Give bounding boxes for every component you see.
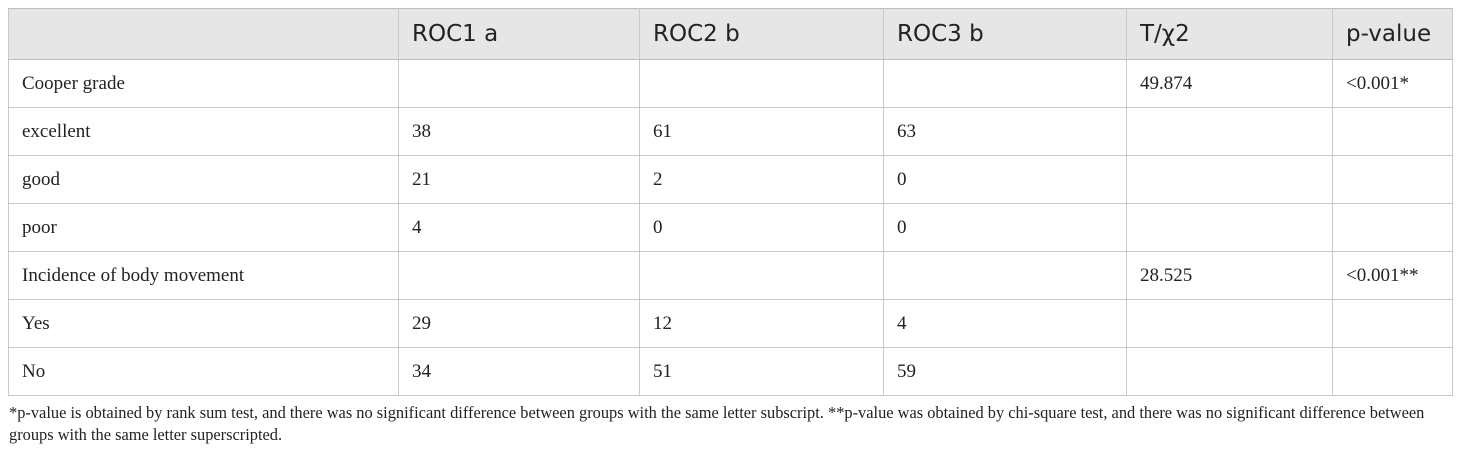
t-chi2-cell: [1126, 347, 1333, 396]
header-row-label: [8, 8, 399, 60]
t-chi2-cell: 28.525: [1126, 251, 1333, 300]
roc3-cell: 0: [883, 155, 1127, 204]
roc2-cell: 51: [639, 347, 884, 396]
header-roc3: ROC3 b: [883, 8, 1127, 60]
table-row: Cooper grade 49.874 <0.001*: [8, 59, 1453, 108]
p-value-cell: <0.001**: [1332, 251, 1453, 300]
row-label-cell: No: [8, 347, 399, 396]
roc1-cell: 34: [398, 347, 640, 396]
table-header-row: ROC1 a ROC2 b ROC3 b T/χ2 p-value: [8, 8, 1453, 60]
header-roc1: ROC1 a: [398, 8, 640, 60]
table-row: Incidence of body movement 28.525 <0.001…: [8, 251, 1453, 300]
row-label-cell: excellent: [8, 107, 399, 156]
table-row: excellent 38 61 63: [8, 107, 1453, 156]
table-row: Yes 29 12 4: [8, 299, 1453, 348]
roc2-cell: 12: [639, 299, 884, 348]
roc3-cell: 59: [883, 347, 1127, 396]
roc3-cell: 63: [883, 107, 1127, 156]
table-row: No 34 51 59: [8, 347, 1453, 396]
header-roc2: ROC2 b: [639, 8, 884, 60]
t-chi2-cell: 49.874: [1126, 59, 1333, 108]
t-chi2-cell: [1126, 299, 1333, 348]
table-footnote: *p-value is obtained by rank sum test, a…: [9, 403, 1425, 444]
t-chi2-cell: [1126, 155, 1333, 204]
roc3-cell: [883, 251, 1127, 300]
row-label-cell: Yes: [8, 299, 399, 348]
header-t-chi2: T/χ2: [1126, 8, 1333, 60]
row-label-cell: Incidence of body movement: [8, 251, 399, 300]
table-row: poor 4 0 0: [8, 203, 1453, 252]
row-label-cell: good: [8, 155, 399, 204]
t-chi2-cell: [1126, 107, 1333, 156]
roc2-cell: 2: [639, 155, 884, 204]
roc3-cell: 4: [883, 299, 1127, 348]
p-value-cell: [1332, 203, 1453, 252]
roc3-cell: [883, 59, 1127, 108]
p-value-cell: [1332, 347, 1453, 396]
results-table: ROC1 a ROC2 b ROC3 b T/χ2 p-value Cooper…: [8, 8, 1453, 396]
roc1-cell: 4: [398, 203, 640, 252]
roc3-cell: 0: [883, 203, 1127, 252]
table-row: good 21 2 0: [8, 155, 1453, 204]
roc2-cell: [639, 251, 884, 300]
header-p-value: p-value: [1332, 8, 1453, 60]
roc2-cell: 61: [639, 107, 884, 156]
roc1-cell: 29: [398, 299, 640, 348]
row-label-cell: Cooper grade: [8, 59, 399, 108]
t-chi2-cell: [1126, 203, 1333, 252]
roc1-cell: [398, 251, 640, 300]
p-value-cell: [1332, 107, 1453, 156]
roc2-cell: [639, 59, 884, 108]
results-table-container: ROC1 a ROC2 b ROC3 b T/χ2 p-value Cooper…: [8, 8, 1453, 396]
p-value-cell: [1332, 155, 1453, 204]
row-label-cell: poor: [8, 203, 399, 252]
roc2-cell: 0: [639, 203, 884, 252]
roc1-cell: 21: [398, 155, 640, 204]
p-value-cell: <0.001*: [1332, 59, 1453, 108]
roc1-cell: [398, 59, 640, 108]
p-value-cell: [1332, 299, 1453, 348]
roc1-cell: 38: [398, 107, 640, 156]
